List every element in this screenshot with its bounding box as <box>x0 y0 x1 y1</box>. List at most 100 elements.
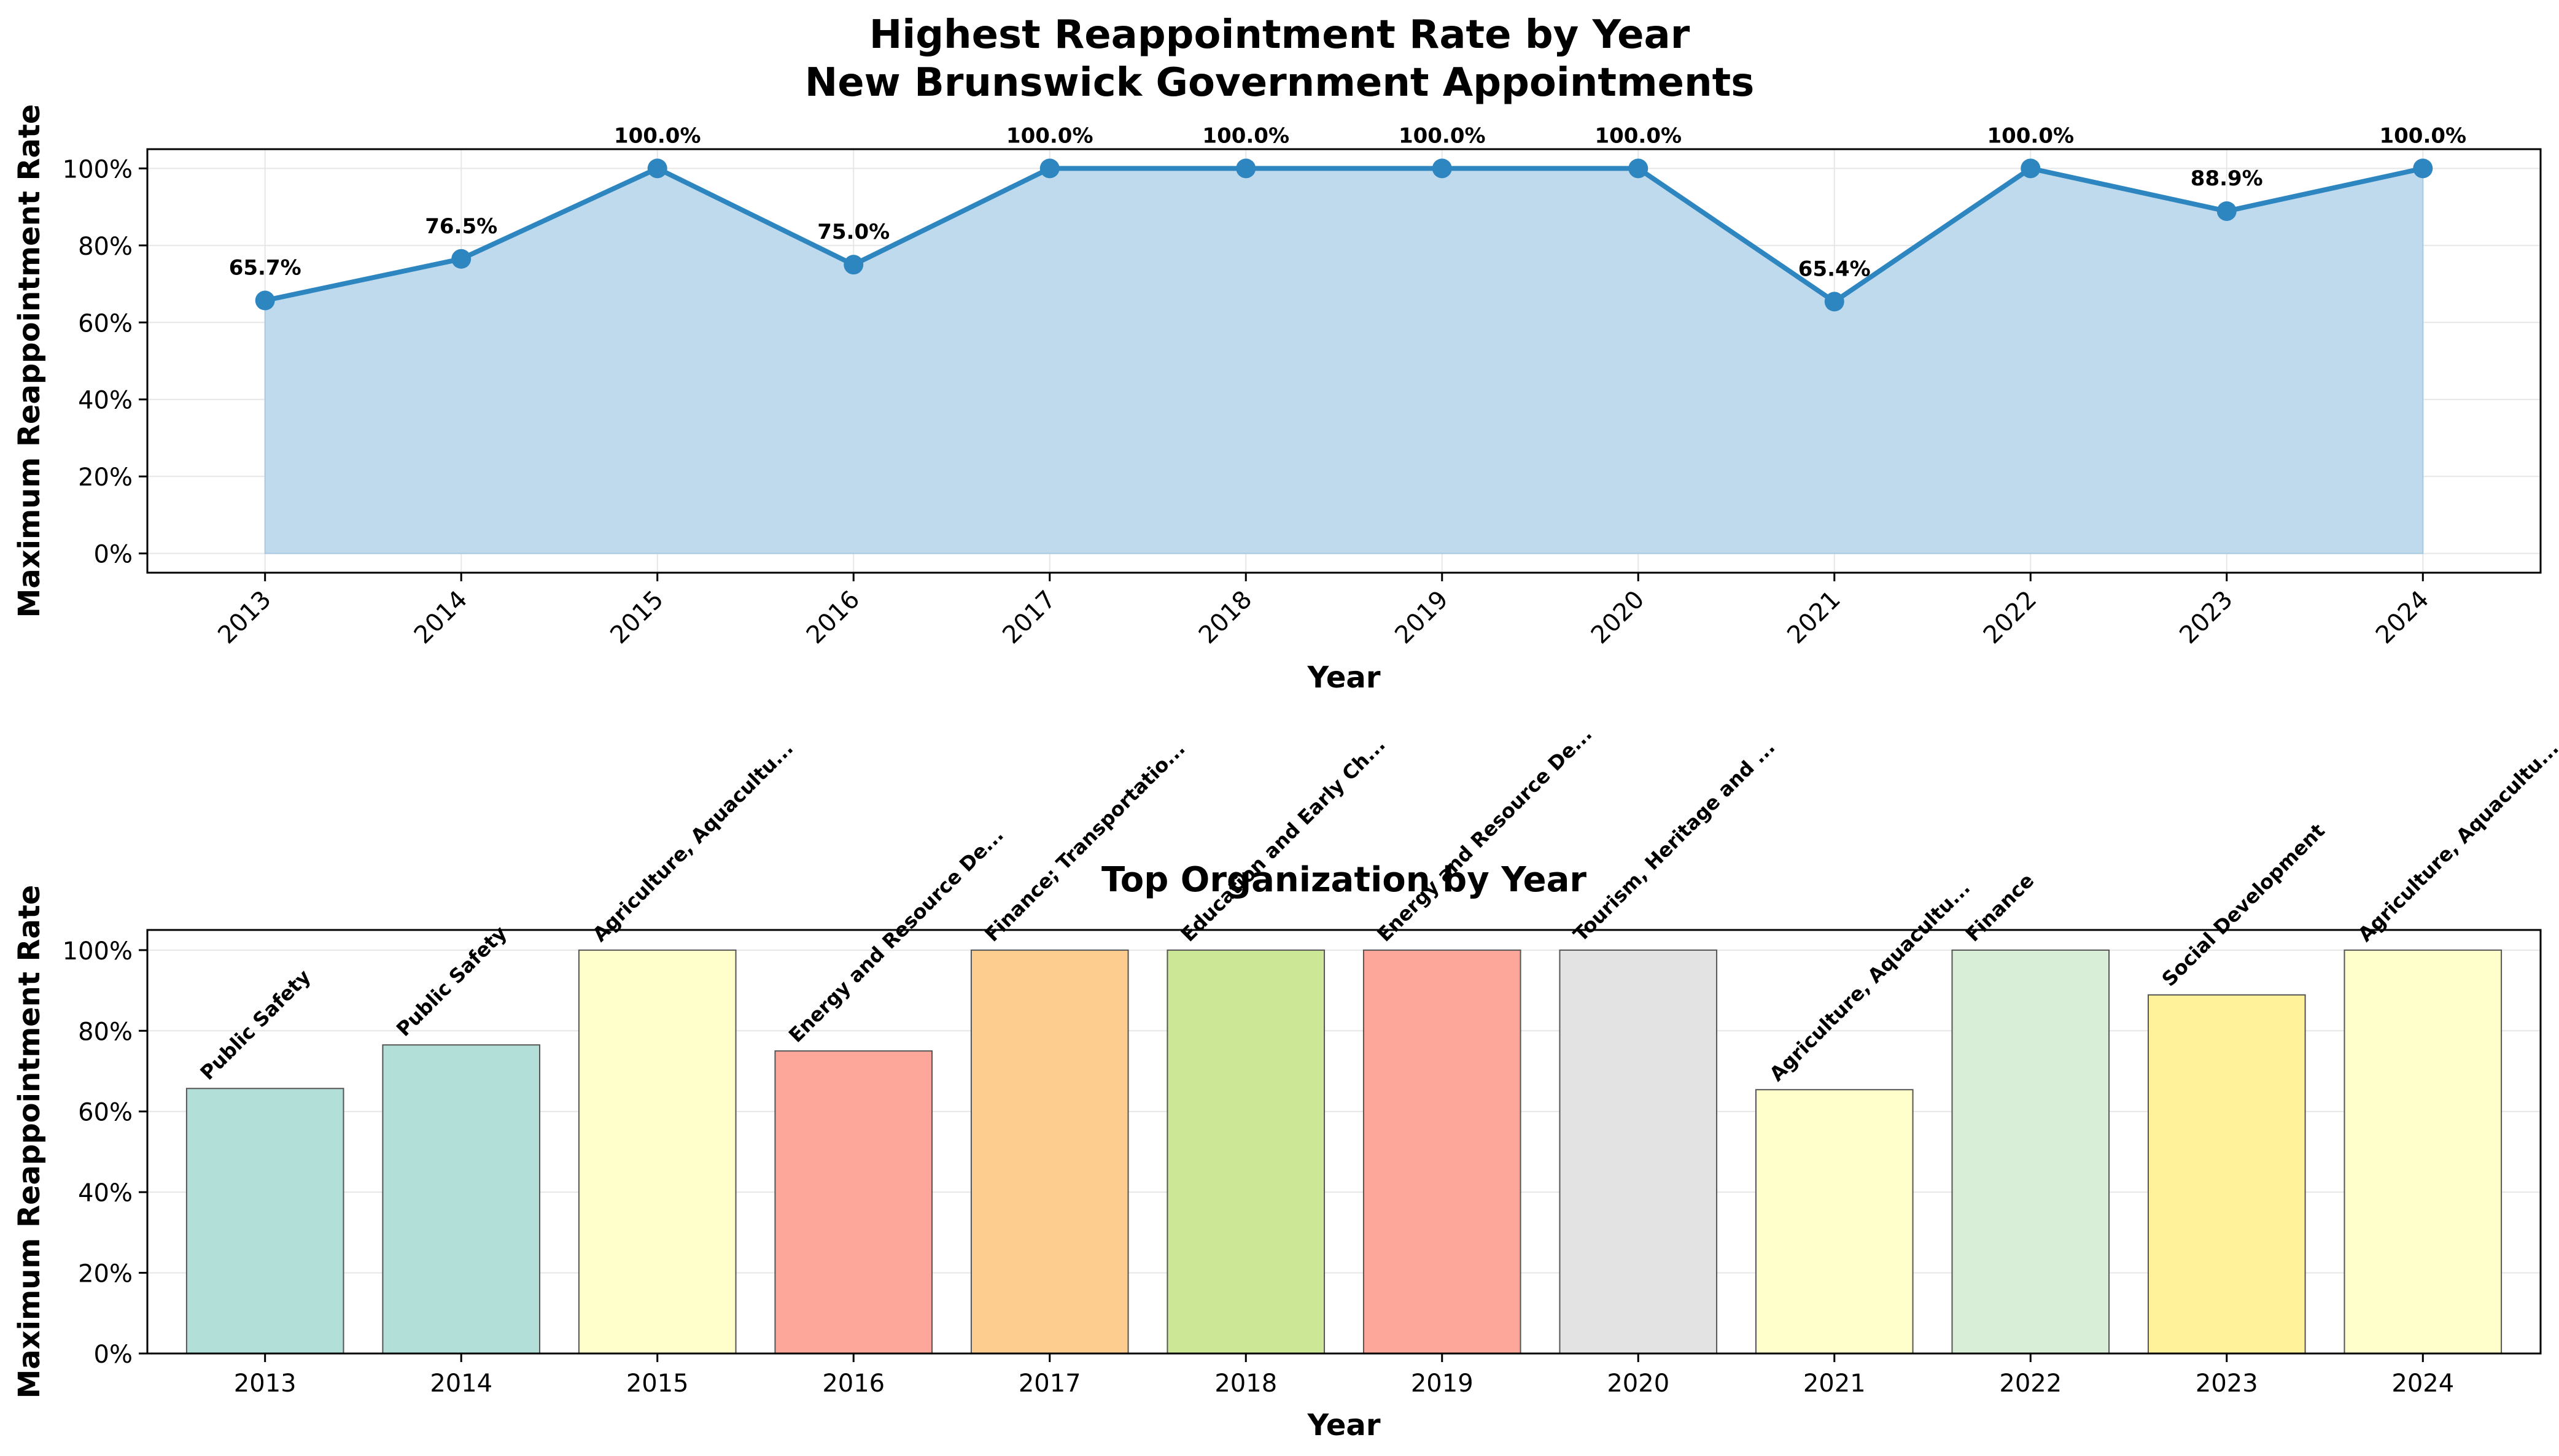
bar-chart-bar-label: Tourism, Heritage and ... <box>1569 735 1779 946</box>
line-chart-series-line <box>264 165 2424 305</box>
line-chart-x-tick-label: 2017 <box>997 586 1062 650</box>
line-chart-x-axis: 2013 2014 2015 2016 2017 2018 2019 2020 2021 2022… <box>212 573 2434 649</box>
bar-chart-bar <box>1755 1089 1914 1354</box>
line-chart-data-label: 65.4% <box>1798 257 1871 281</box>
line-chart-data-label: 100.0% <box>1987 123 2074 148</box>
line-chart-x-tick-label: 2014 <box>409 586 473 650</box>
line-chart-x-tick-label: 2015 <box>605 586 669 650</box>
line-chart-x-tick-label: 2020 <box>1586 586 1650 650</box>
figure-title-line2: New Brunswick Government Appointments <box>805 60 1755 106</box>
line-chart-area-fill <box>264 168 2424 554</box>
line-chart-point <box>255 290 275 311</box>
line-chart-y-tick-label: 100% <box>63 155 133 184</box>
line-chart-frame <box>146 148 2542 574</box>
bar-chart-bars <box>185 949 2503 1355</box>
line-chart-data-label: 88.9% <box>2191 166 2263 191</box>
bar-chart-x-tick-label: 2020 <box>1607 1369 1669 1398</box>
line-chart-x-tick-label: 2013 <box>212 586 277 650</box>
line-chart-data-label: 75.0% <box>817 220 890 244</box>
bar-chart-x-axis: 2013 2014 2015 2016 2017 2018 2019 2020 2021 2022… <box>234 1353 2454 1398</box>
line-chart-y-label: Maximum Reappointment Rate <box>12 104 47 618</box>
bar-chart-plot-area <box>147 930 2541 1353</box>
bar-chart-bar <box>2343 949 2503 1355</box>
bar-chart-bar <box>578 949 737 1355</box>
bar-chart-bar-label: Finance; Transportatio... <box>980 737 1190 946</box>
bar-chart-title: Top Organization by Year <box>1101 860 1586 900</box>
bar-chart-x-label: Year <box>1307 1408 1381 1442</box>
line-chart-y-tick-label: 60% <box>78 309 133 338</box>
line-chart-data-label: 100.0% <box>1399 123 1486 148</box>
line-chart-x-tick-label: 2018 <box>1194 586 1258 650</box>
line-chart-point <box>1039 158 1060 179</box>
bar-chart-bar-label: Agriculture, Aquacultu... <box>2353 737 2559 947</box>
line-chart-y-tick-label: 20% <box>78 463 133 492</box>
line-chart-x-label: Year <box>1307 660 1381 695</box>
line-chart: 65.7% 76.5% 100.0% 75.0% 100.0% 100.0% 100.0% 1… <box>12 104 2542 695</box>
bar-chart-frame <box>146 929 2542 1355</box>
line-chart-y-tick-label: 80% <box>78 233 133 261</box>
bar-chart-x-tick-label: 2023 <box>2196 1369 2258 1398</box>
bar-chart-bar-label: Energy and Resource De... <box>1373 722 1597 947</box>
bar-chart-bar-label: Agriculture, Aquacultu... <box>588 737 798 947</box>
bar-chart-y-tick-label: 0% <box>94 1341 133 1369</box>
bar-chart-x-tick-label: 2015 <box>626 1369 689 1398</box>
bar-chart-y-tick-label: 40% <box>78 1179 133 1207</box>
line-chart-point <box>2021 158 2041 179</box>
bar-chart-y-tick-label: 60% <box>78 1099 133 1127</box>
line-chart-y-axis: 0% 20% 40% 60% 80% 100% <box>63 155 147 569</box>
bar-chart-bar <box>970 949 1129 1355</box>
bar-chart-y-axis: 0% 20% 40% 60% 80% 100% <box>63 937 147 1369</box>
bar-chart-x-tick-label: 2017 <box>1019 1369 1081 1398</box>
bar-chart: Top Organization by Year Public Safety Pu… <box>12 722 2559 1442</box>
figure-title-line1: Highest Reappointment Rate by Year <box>869 12 1690 58</box>
bar-chart-bar <box>185 1088 344 1355</box>
line-chart-x-tick-label: 2021 <box>1782 586 1846 650</box>
line-chart-x-tick-label: 2022 <box>1978 586 2043 650</box>
line-chart-data-label: 100.0% <box>2379 123 2466 148</box>
bar-chart-y-tick-label: 20% <box>78 1260 133 1288</box>
bar-chart-x-tick-label: 2013 <box>234 1369 297 1398</box>
line-chart-point <box>1432 158 1452 179</box>
bar-chart-bar <box>1362 949 1521 1355</box>
bar-chart-x-tick-label: 2014 <box>430 1369 492 1398</box>
line-chart-data-labels: 65.7% 76.5% 100.0% 75.0% 100.0% 100.0% 100.0% 1… <box>229 123 2466 281</box>
bar-chart-x-tick-label: 2016 <box>822 1369 885 1398</box>
line-chart-data-label: 100.0% <box>614 123 701 148</box>
bar-chart-bar <box>382 1044 541 1355</box>
line-chart-data-label: 100.0% <box>1006 123 1093 148</box>
line-chart-point <box>844 255 864 275</box>
line-chart-points <box>255 158 2433 312</box>
line-chart-x-tick-label: 2019 <box>1389 586 1454 650</box>
line-chart-x-tick-label: 2016 <box>801 586 866 650</box>
line-chart-point <box>451 249 472 269</box>
bar-chart-bar-label: Education and Early Ch... <box>1176 733 1390 947</box>
bar-chart-y-label: Maximum Reappointment Rate <box>12 885 47 1399</box>
line-chart-point <box>1824 292 1844 312</box>
line-chart-data-label: 100.0% <box>1594 123 1682 148</box>
line-chart-data-label: 76.5% <box>425 214 497 239</box>
line-chart-x-tick-label: 2024 <box>2371 586 2435 650</box>
line-chart-point <box>2413 158 2433 179</box>
line-chart-point <box>2216 201 2237 221</box>
bar-chart-x-tick-label: 2019 <box>1411 1369 1474 1398</box>
bar-chart-bar <box>1167 949 1326 1355</box>
bar-chart-x-tick-label: 2024 <box>2391 1369 2454 1398</box>
line-chart-x-tick-label: 2023 <box>2174 586 2239 650</box>
line-chart-y-tick-label: 40% <box>78 387 133 415</box>
line-chart-point <box>647 158 667 179</box>
line-chart-data-label: 100.0% <box>1202 123 1289 148</box>
bar-chart-bar <box>1559 949 1718 1355</box>
bar-chart-y-tick-label: 100% <box>63 937 133 966</box>
line-chart-point <box>1236 158 1256 179</box>
line-chart-point <box>1628 158 1648 179</box>
bar-chart-x-tick-label: 2021 <box>1803 1369 1866 1398</box>
bar-chart-bar <box>774 1050 933 1354</box>
bar-chart-bar <box>1951 949 2110 1355</box>
bar-chart-x-tick-label: 2022 <box>1999 1369 2062 1398</box>
bar-chart-x-tick-label: 2018 <box>1214 1369 1277 1398</box>
bar-chart-bar <box>2147 994 2306 1355</box>
line-chart-data-label: 65.7% <box>229 256 301 281</box>
bar-chart-y-tick-label: 80% <box>78 1018 133 1046</box>
line-chart-y-tick-label: 0% <box>94 541 133 569</box>
